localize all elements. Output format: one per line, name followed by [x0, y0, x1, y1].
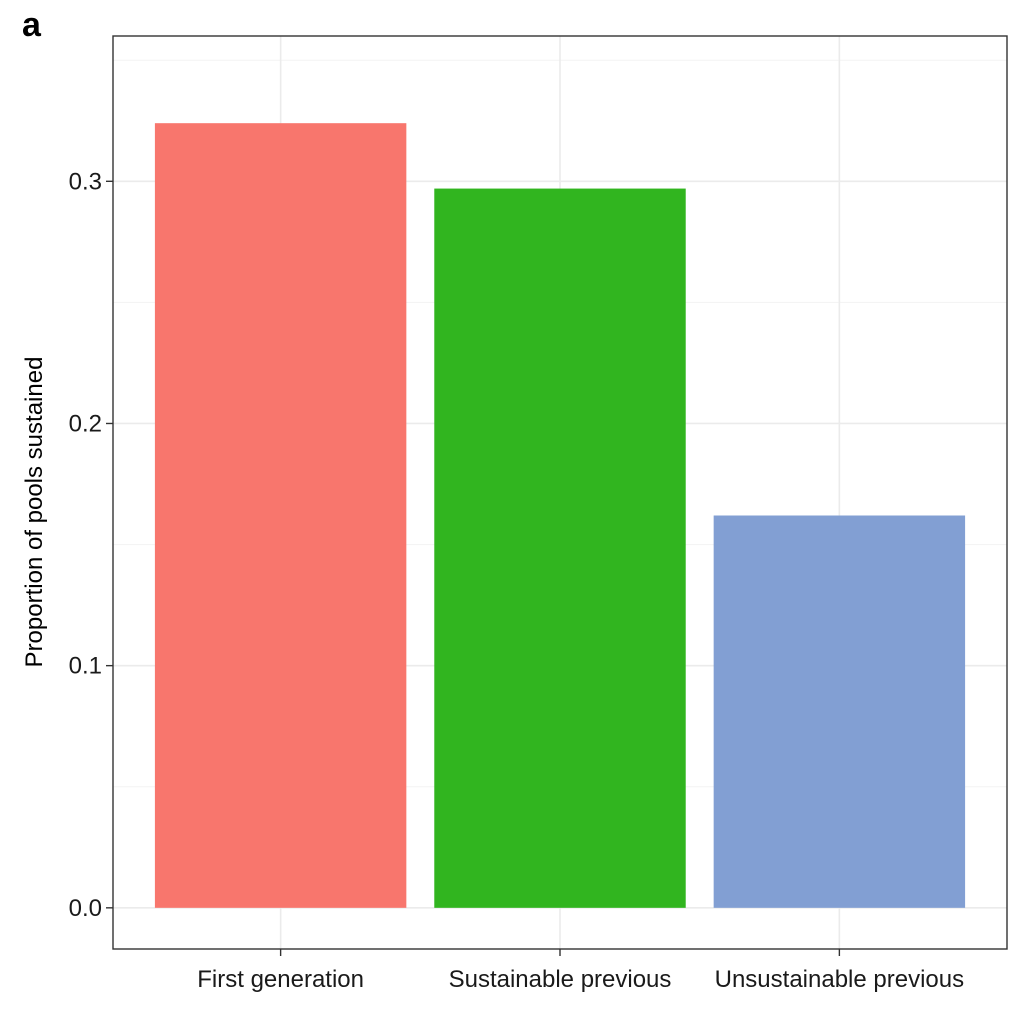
x-tick-label: Sustainable previous: [449, 966, 672, 993]
x-axis: First generation Sustainable previous Unsu…: [197, 949, 964, 993]
x-tick-label: First generation: [197, 966, 364, 993]
bar-unsustainable-previous: [713, 515, 966, 908]
x-tick-label: Unsustainable previous: [715, 966, 964, 993]
bars: [154, 123, 966, 908]
y-tick-label: 0.2: [69, 410, 102, 437]
y-axis-title: Proportion of pools sustained: [21, 357, 48, 668]
y-tick-label: 0.1: [69, 653, 102, 680]
y-axis: 0.0 0.1 0.2 0.3: [69, 168, 113, 922]
y-tick-label: 0.3: [69, 168, 102, 195]
panel-label: a: [22, 6, 42, 44]
y-tick-label: 0.0: [69, 895, 102, 922]
bar-sustainable-previous: [434, 188, 686, 908]
bar-first-generation: [154, 123, 407, 908]
